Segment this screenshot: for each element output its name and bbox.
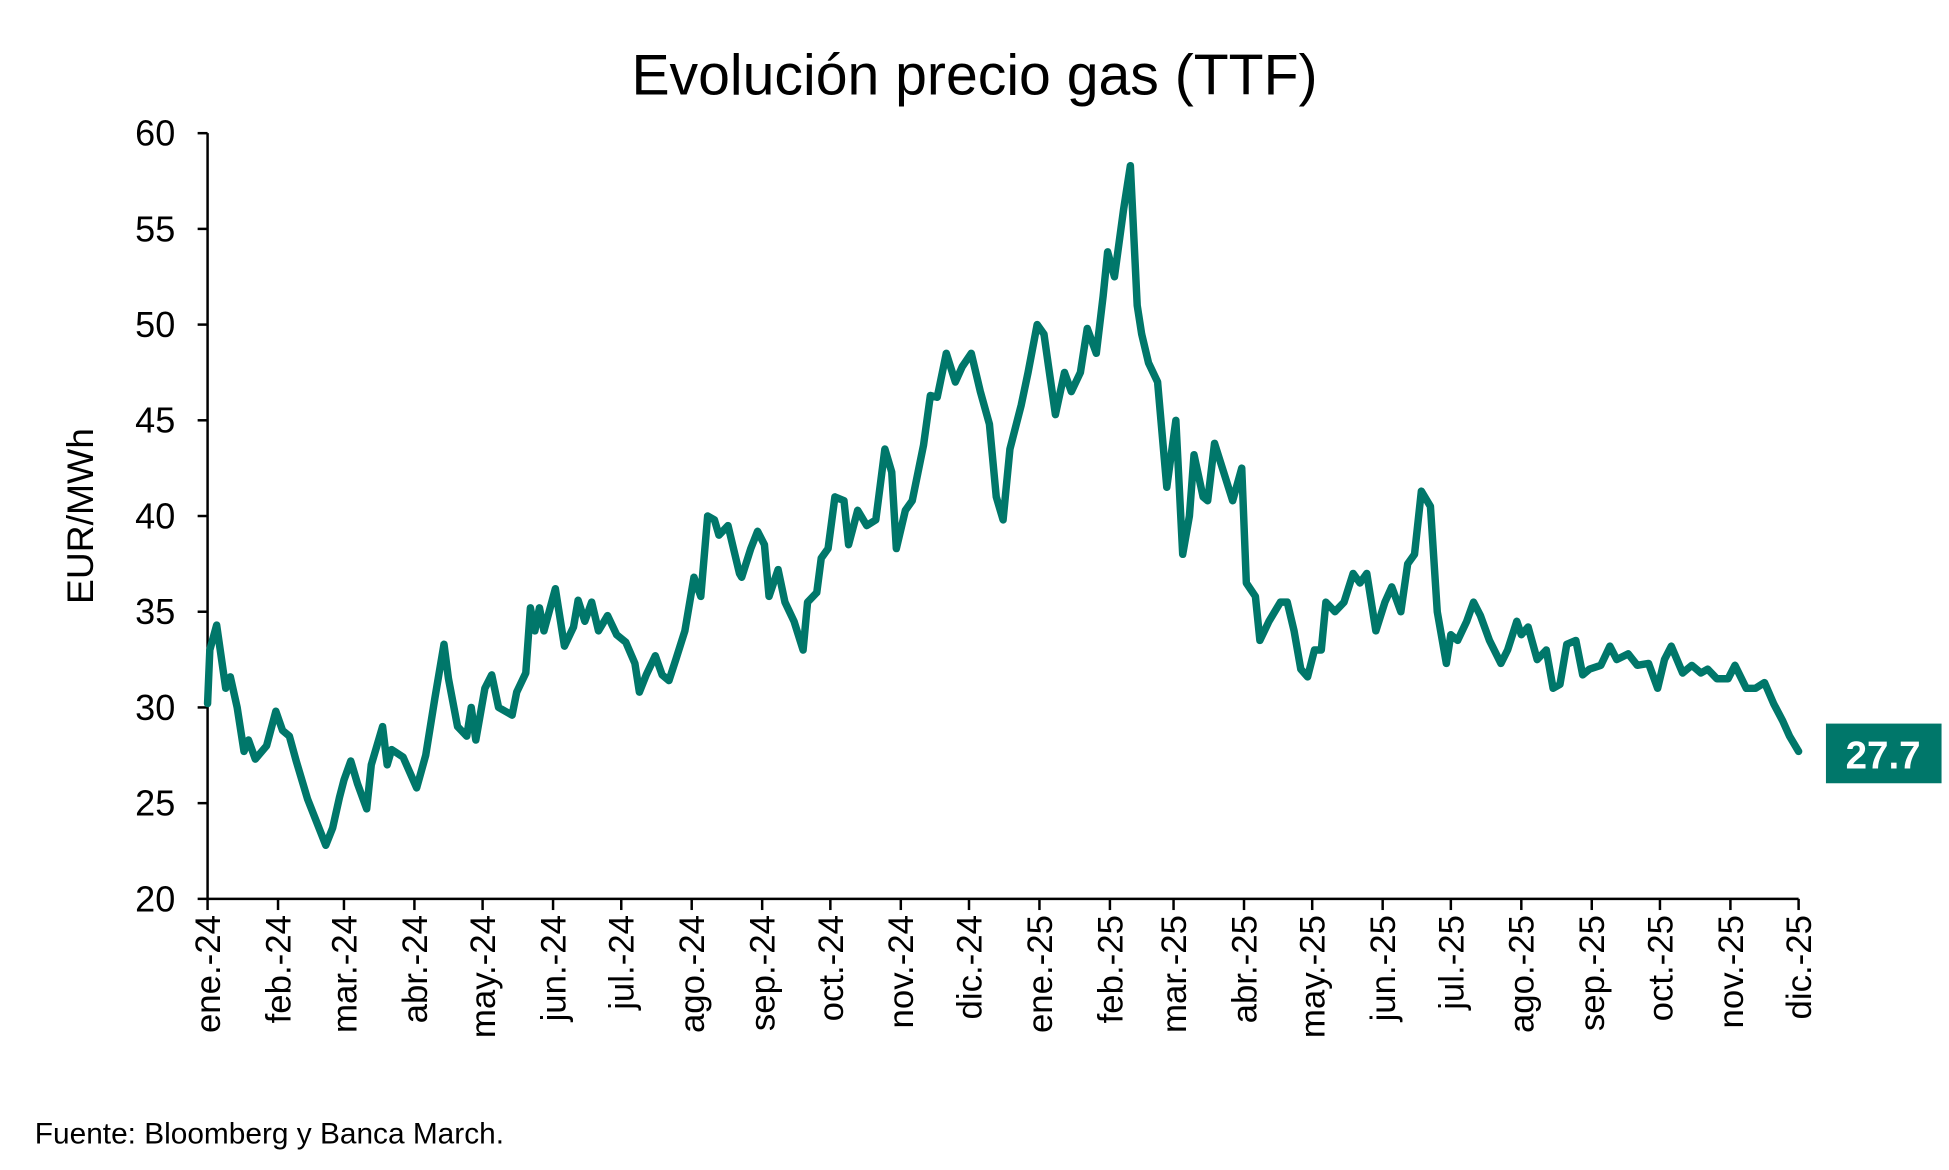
y-tick-label: 20: [135, 878, 175, 919]
series-line-group: [203, 162, 1803, 850]
last-value-label: 27.7: [1846, 734, 1921, 777]
x-tick-label: ene.-25: [1021, 915, 1060, 1033]
source-note: Fuente: Bloomberg y Banca March.: [35, 1118, 504, 1151]
x-tick-label: ene.-24: [189, 915, 228, 1033]
x-tick-label: sep.-24: [744, 915, 783, 1031]
x-tick-label: dic.-24: [950, 915, 989, 1019]
x-tick-label: feb.-24: [259, 915, 298, 1023]
y-tick-label: 30: [135, 687, 175, 728]
x-tick-label: jun.-25: [1364, 915, 1403, 1022]
x-tick-label: feb.-25: [1091, 915, 1130, 1023]
x-tick-label: jun.-24: [534, 915, 573, 1022]
x-tick-label: ago.-24: [673, 915, 712, 1033]
y-tick-label: 25: [135, 783, 175, 824]
y-tick-label: 55: [135, 208, 175, 249]
x-tick-label: abr.-25: [1225, 915, 1264, 1023]
last-value-badge: [1825, 723, 1942, 784]
x-tick-label: jul.-24: [603, 915, 642, 1011]
series-line: [203, 162, 1803, 850]
y-tick-label: 40: [135, 495, 175, 536]
chart-title: Evolución precio gas (TTF): [631, 44, 1317, 108]
axes: 20 25 30 35 40 45 50 55 60 ene.-24 feb.-24 mar.-24 a…: [135, 113, 1819, 1039]
y-tick-label: 60: [135, 113, 175, 154]
x-tick-label: mar.-24: [325, 915, 364, 1033]
x-tick-label: sep.-25: [1573, 915, 1612, 1031]
x-tick-label: nov.-25: [1712, 915, 1751, 1028]
x-tick-label: oct.-25: [1641, 915, 1680, 1021]
y-tick-label: 45: [135, 400, 175, 441]
x-tick-label: ago.-25: [1503, 915, 1542, 1033]
x-tick-label: mar.-25: [1155, 915, 1194, 1033]
x-tick-label: nov.-24: [882, 915, 921, 1028]
x-tick-label: oct.-24: [812, 915, 851, 1021]
y-axis-label: EUR/MWh: [59, 428, 101, 604]
x-tick-label: may.-24: [464, 915, 503, 1038]
x-tick-label: may.-25: [1294, 915, 1333, 1038]
x-tick-label: jul.-25: [1432, 915, 1471, 1011]
y-tick-label: 50: [135, 304, 175, 345]
x-tick-label: abr.-24: [396, 915, 435, 1023]
x-tick-label: dic.-25: [1780, 915, 1819, 1019]
y-tick-label: 35: [135, 591, 175, 632]
